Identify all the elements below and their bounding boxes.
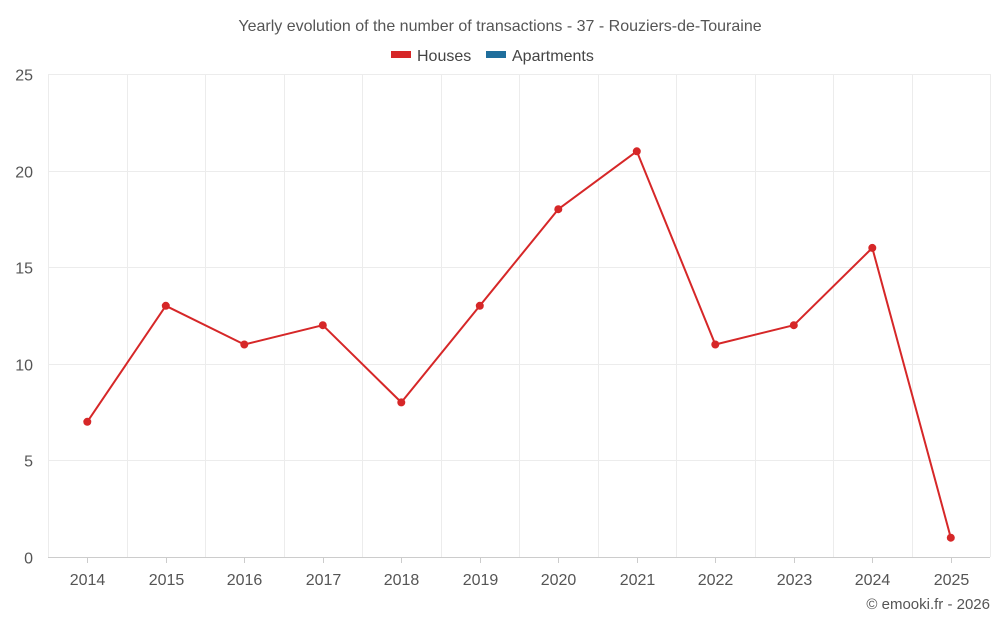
data-point-houses-2023[interactable] (789, 321, 798, 330)
legend: Houses Apartments (391, 48, 594, 65)
data-point-houses-2021[interactable] (632, 147, 641, 156)
x-tick-label: 2018 (384, 572, 420, 589)
x-tick-label: 2025 (934, 572, 970, 589)
legend-label-houses: Houses (417, 48, 471, 65)
legend-item-houses[interactable]: Houses (391, 48, 471, 65)
y-tick-label: 20 (15, 165, 33, 182)
data-point-houses-2020[interactable] (554, 205, 563, 214)
x-tick-label: 2017 (306, 572, 342, 589)
credit-text: © emooki.fr - 2026 (866, 596, 990, 613)
legend-label-apartments: Apartments (512, 48, 594, 65)
data-point-houses-2018[interactable] (397, 398, 406, 407)
x-tick-label: 2015 (149, 572, 185, 589)
data-point-houses-2016[interactable] (240, 340, 249, 349)
data-point-houses-2015[interactable] (161, 301, 170, 310)
y-tick-label: 10 (15, 358, 33, 375)
legend-swatch-apartments (486, 51, 506, 58)
data-point-houses-2017[interactable] (318, 321, 327, 330)
y-tick-label: 0 (24, 551, 33, 568)
x-tick-label: 2023 (777, 572, 813, 589)
data-point-houses-2014[interactable] (83, 417, 92, 426)
chart-title: Yearly evolution of the number of transa… (238, 18, 761, 35)
data-point-houses-2024[interactable] (868, 243, 877, 252)
grid (48, 74, 991, 557)
y-tick-label: 15 (15, 261, 33, 278)
y-tick-label: 5 (24, 454, 33, 471)
x-tick-label: 2022 (698, 572, 734, 589)
x-tick-label: 2024 (855, 572, 891, 589)
legend-item-apartments[interactable]: Apartments (486, 48, 594, 65)
x-tick-label: 2016 (227, 572, 263, 589)
data-point-houses-2019[interactable] (475, 301, 484, 310)
y-axis-ticks: 0 5 10 15 20 25 (15, 68, 33, 568)
x-tick-label: 2021 (620, 572, 656, 589)
legend-swatch-houses (391, 51, 411, 58)
x-tick-label: 2014 (70, 572, 106, 589)
x-axis-ticks: 2014 2015 2016 2017 2018 2019 2020 2021 2022 2023… (70, 557, 970, 589)
x-tick-label: 2020 (541, 572, 577, 589)
data-point-houses-2025[interactable] (946, 533, 955, 542)
series-layer (83, 147, 955, 542)
data-point-houses-2022[interactable] (711, 340, 720, 349)
series-line-houses (86, 150, 952, 538)
x-tick-label: 2019 (463, 572, 499, 589)
y-tick-label: 25 (15, 68, 33, 85)
